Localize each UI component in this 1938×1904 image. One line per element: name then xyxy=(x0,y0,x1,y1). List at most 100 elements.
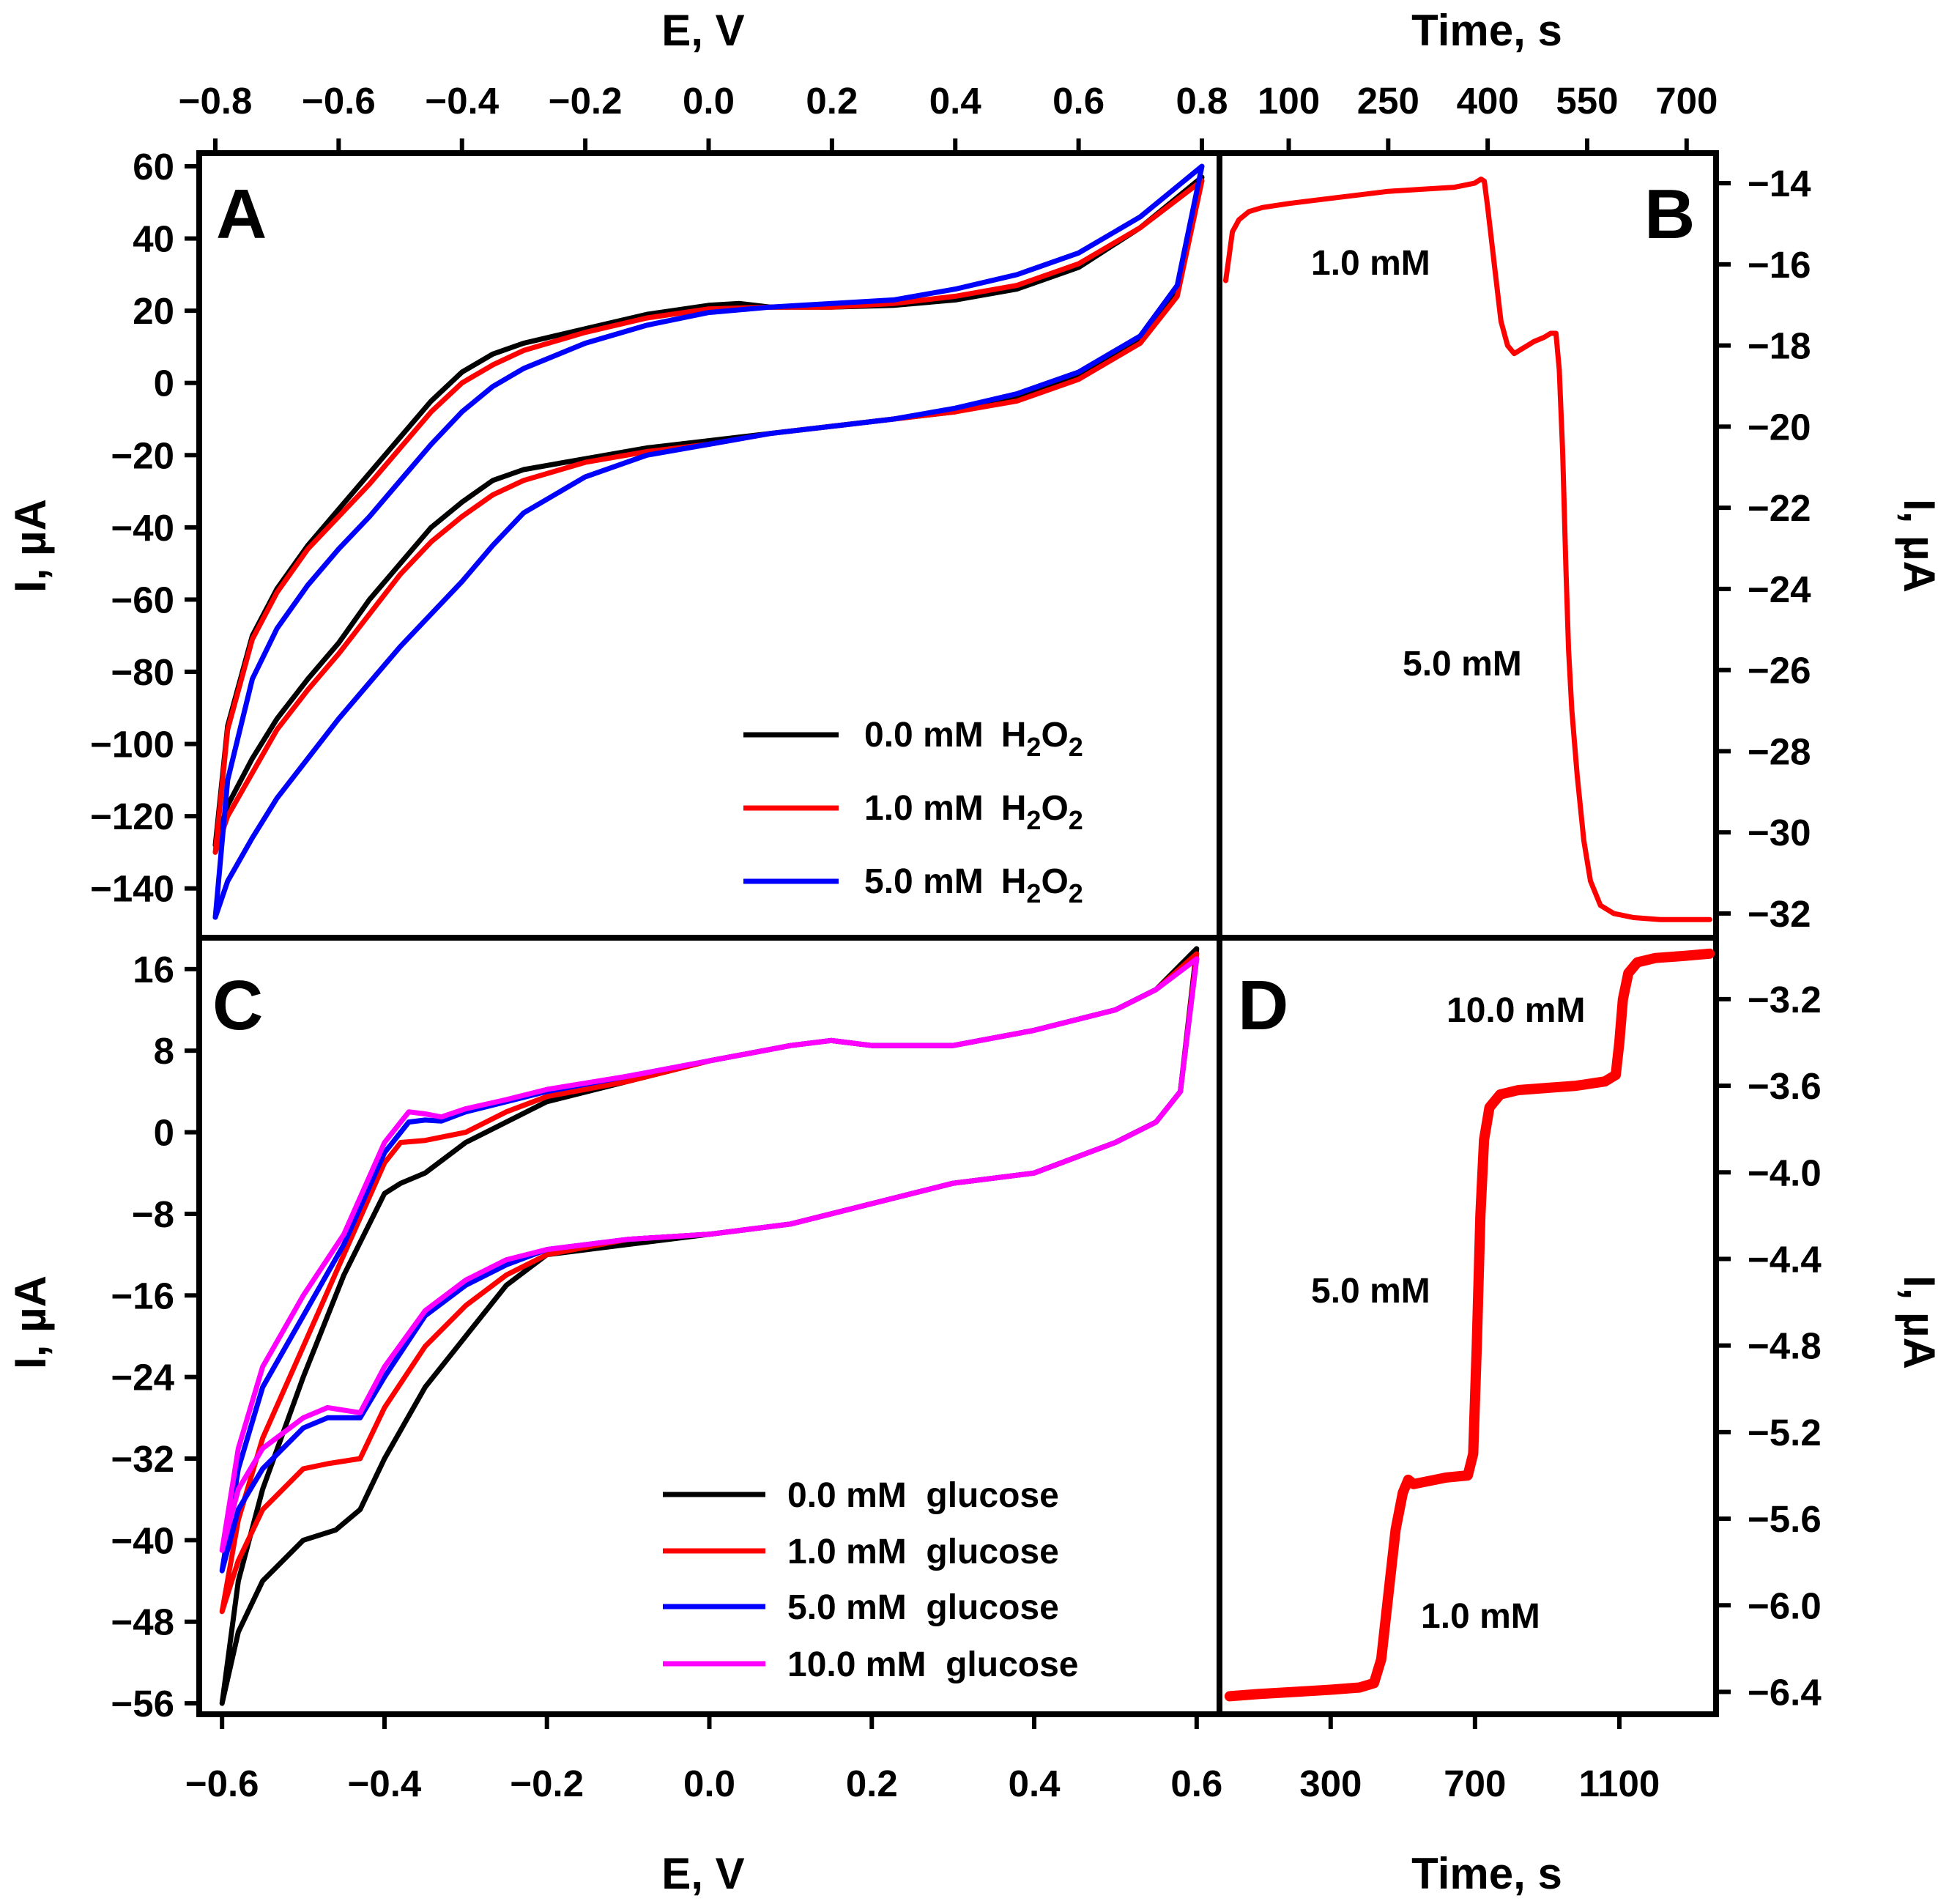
legend-c-label-1: 1.0 mM glucose xyxy=(787,1533,1059,1571)
panel-a-x-tick-label-7: 0.6 xyxy=(1052,80,1104,122)
panel-c-series-0 xyxy=(219,946,1200,1706)
panel-b-label: B xyxy=(1644,175,1695,253)
panel-d-y-tick-label-2: −4.0 xyxy=(1748,1152,1822,1193)
panel-c-y-tick-label-2: 0 xyxy=(154,1112,174,1154)
panel-d-y-tick-label-5: −5.2 xyxy=(1748,1412,1822,1453)
panel-a-x-tick-label-2: −0.4 xyxy=(425,80,499,122)
panel-d-x-tick-label-1: 700 xyxy=(1444,1763,1506,1804)
panel-a-y-tick-label-5: −40 xyxy=(111,507,174,549)
legend-a-label-0: 0.0 mM H2O2 xyxy=(864,716,1083,762)
panel-c-plot xyxy=(219,946,1200,1706)
frame xyxy=(196,150,1719,1717)
panel-b-y-tick-label-2: −18 xyxy=(1748,325,1811,367)
panel-c-y-tick-label-6: −32 xyxy=(111,1438,174,1480)
panel-a-label: A xyxy=(216,175,267,253)
legend-c-label-3: 10.0 mM glucose xyxy=(787,1645,1078,1684)
panel-d-series-0 xyxy=(1224,948,1715,1702)
panel-d-annotation-1mm: 1.0 mM xyxy=(1421,1597,1540,1636)
panel-c-x-tick-label-4: 0.2 xyxy=(846,1763,898,1804)
panel-a-y-tick-label-7: −80 xyxy=(111,651,174,693)
panel-d-annotation-5mm: 5.0 mM xyxy=(1311,1272,1430,1311)
panel-a-x-tick-label-1: −0.6 xyxy=(302,80,376,122)
panel-a-x-axis-label: E, V xyxy=(661,6,744,55)
panel-d-y-tick-label-6: −5.6 xyxy=(1748,1498,1822,1540)
panel-a-x-tick-label-6: 0.4 xyxy=(929,80,982,122)
panel-d-x-tick-label-2: 1100 xyxy=(1579,1763,1660,1804)
panel-a-legend: 0.0 mM H2O2 1.0 mM H2O2 5.0 mM H2O2 xyxy=(743,716,1083,908)
panel-c-y-tick-label-1: 8 xyxy=(154,1030,174,1072)
panel-c-legend: 0.0 mM glucose 1.0 mM glucose 5.0 mM glu… xyxy=(663,1476,1078,1684)
panel-a-y-tick-label-8: −100 xyxy=(90,724,174,766)
panel-a-y-tick-label-4: −20 xyxy=(111,434,174,476)
panel-b-annotation-1mm: 1.0 mM xyxy=(1311,244,1430,283)
panel-a-y-tick-label-1: 40 xyxy=(133,218,174,260)
legend-a-label-1: 1.0 mM H2O2 xyxy=(864,789,1083,835)
panel-a-y-tick-label-9: −120 xyxy=(90,796,174,837)
panel-c-y-tick-label-7: −40 xyxy=(111,1519,174,1561)
panel-c-y-tick-label-8: −48 xyxy=(111,1601,174,1643)
panel-d-y-tick-label-3: −4.4 xyxy=(1748,1238,1822,1280)
panel-b-series-0 xyxy=(1223,177,1712,922)
panel-a-x-tick-label-5: 0.2 xyxy=(806,80,858,122)
panel-d-annotation-10mm: 10.0 mM xyxy=(1447,991,1585,1030)
panel-a-x-tick-label-4: 0.0 xyxy=(683,80,735,122)
panel-a-y-axis-label: I, µA xyxy=(6,499,55,593)
panel-c-label: C xyxy=(212,966,263,1045)
panel-a-ticks: −0.8 −0.6 −0.4 −0.2 0.0 0.2 0.4 0.6 0.8 60 40 20 0 −2… xyxy=(90,80,1228,910)
panel-c-x-tick-label-0: −0.6 xyxy=(185,1763,259,1804)
panel-c-x-tick-label-3: 0.0 xyxy=(683,1763,735,1804)
panel-d-x-axis-label: Time, s xyxy=(1411,1849,1562,1898)
panel-c-series-3 xyxy=(219,956,1200,1553)
panel-c-ticks: −0.6 −0.4 −0.2 0.0 0.2 0.4 0.6 16 8 0 −8 −16 −24 −32 −… xyxy=(111,949,1222,1804)
panel-b-y-tick-label-5: −24 xyxy=(1748,568,1811,610)
panel-b-y-tick-label-4: −22 xyxy=(1748,487,1811,529)
panel-a-series-1 xyxy=(212,178,1205,855)
panel-c-x-axis-label: E, V xyxy=(661,1849,744,1898)
panel-a-y-tick-label-2: 20 xyxy=(133,290,174,332)
panel-d-x-tick-label-0: 300 xyxy=(1299,1763,1362,1804)
panel-d-y-tick-label-8: −6.4 xyxy=(1748,1671,1822,1713)
panel-b-x-tick-label-0: 100 xyxy=(1258,80,1320,122)
panel-a-x-tick-label-3: −0.2 xyxy=(549,80,623,122)
panel-b-y-axis-label: I, µA xyxy=(1895,499,1938,593)
panel-b-x-tick-label-2: 400 xyxy=(1457,80,1519,122)
panel-b-x-tick-label-1: 250 xyxy=(1357,80,1419,122)
panel-b-y-tick-label-8: −30 xyxy=(1748,812,1811,853)
legend-c-label-2: 5.0 mM glucose xyxy=(787,1588,1059,1627)
panel-a-series-2 xyxy=(212,163,1205,920)
panel-b-y-tick-label-7: −28 xyxy=(1748,730,1811,772)
legend-c-label-0: 0.0 mM glucose xyxy=(787,1476,1059,1515)
panel-a-plot xyxy=(212,163,1205,920)
panel-c-y-tick-label-9: −56 xyxy=(111,1683,174,1725)
panel-c-y-tick-label-0: 16 xyxy=(133,949,174,990)
panel-c-y-tick-label-4: −16 xyxy=(111,1275,174,1316)
legend-a-label-2: 5.0 mM H2O2 xyxy=(864,862,1083,908)
panel-a-y-tick-label-10: −140 xyxy=(90,868,174,910)
panel-d-y-tick-label-4: −4.8 xyxy=(1748,1325,1822,1367)
panel-c-y-axis-label: I, µA xyxy=(6,1275,55,1369)
panel-c-x-tick-label-6: 0.6 xyxy=(1170,1763,1222,1804)
panel-c-y-tick-label-5: −24 xyxy=(111,1357,174,1399)
panel-b-plot xyxy=(1223,177,1712,922)
panel-b-y-tick-label-3: −20 xyxy=(1748,406,1811,448)
panel-b-y-tick-label-6: −26 xyxy=(1748,650,1811,692)
panel-b-annotation-5mm: 5.0 mM xyxy=(1403,645,1522,684)
panel-d-y-axis-label: I, µA xyxy=(1895,1275,1938,1369)
panel-d-ticks: 300 700 1100 −3.2 −3.6 −4.0 −4.4 −4.8 −5.2 −5.6 −6… xyxy=(1299,979,1822,1804)
panel-d-label: D xyxy=(1238,966,1288,1045)
panel-c-x-tick-label-2: −0.2 xyxy=(510,1763,584,1804)
panel-c-y-tick-label-3: −8 xyxy=(132,1193,174,1235)
panel-c-series-1 xyxy=(219,951,1200,1615)
panel-a-y-tick-label-6: −60 xyxy=(111,579,174,621)
panel-b-x-axis-label: Time, s xyxy=(1411,6,1562,55)
panel-a-y-tick-label-0: 60 xyxy=(133,146,174,188)
panel-a-x-tick-label-8: 0.8 xyxy=(1176,80,1228,122)
panel-b-y-tick-label-1: −16 xyxy=(1748,244,1811,286)
panel-b-x-tick-label-3: 550 xyxy=(1556,80,1618,122)
panel-c-x-tick-label-1: −0.4 xyxy=(348,1763,422,1804)
panel-b-y-tick-label-9: −32 xyxy=(1748,893,1811,935)
panel-b-x-tick-label-4: 700 xyxy=(1655,80,1718,122)
panel-b-y-tick-label-0: −14 xyxy=(1748,163,1811,204)
panel-d-y-tick-label-7: −6.0 xyxy=(1748,1585,1822,1626)
